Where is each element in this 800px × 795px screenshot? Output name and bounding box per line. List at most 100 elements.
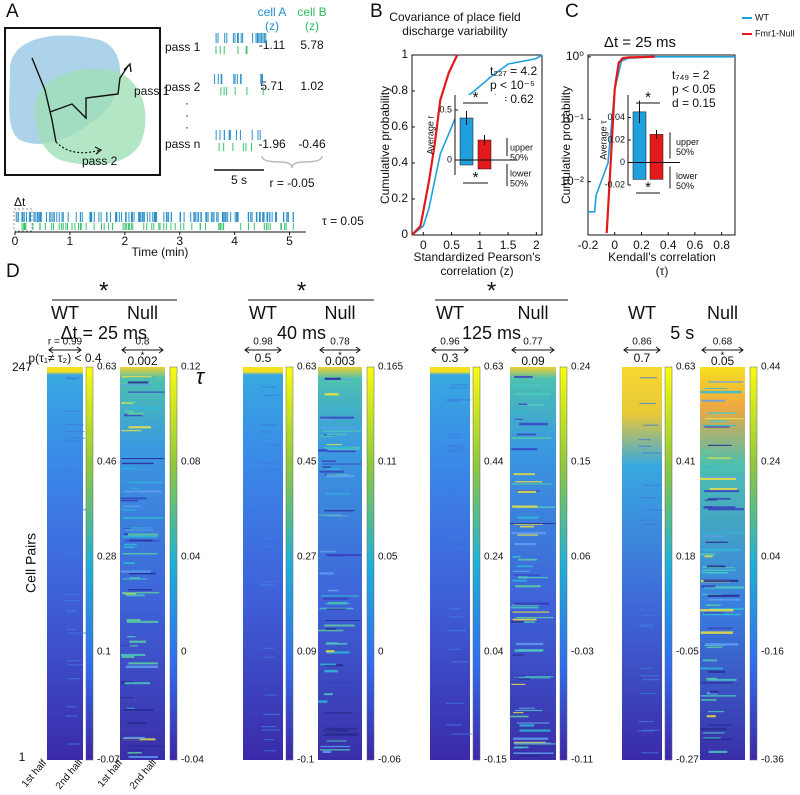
heatmap-row: [124, 401, 136, 404]
heatmap-row: [709, 690, 719, 694]
heatmap-row: [319, 435, 334, 437]
colorbar: [749, 366, 758, 761]
r-value: 0.78: [330, 337, 350, 348]
heatmap-row: [517, 534, 538, 536]
heatmap-row: [65, 377, 81, 379]
heatmap-row: [121, 430, 142, 432]
heatmap-row: [264, 750, 276, 752]
heatmap-row: [322, 750, 332, 754]
heatmap-row: [705, 417, 744, 420]
stat-text: t₂₂₇ = 4.2: [490, 64, 537, 78]
heatmap-row: [704, 466, 716, 469]
z-value: 5.71: [260, 79, 284, 93]
heatmap-row: [123, 384, 151, 386]
heatmap-row: [120, 697, 134, 699]
r-value: 0.96: [440, 337, 460, 348]
arrow-head: [431, 346, 469, 354]
colorbar-label: 0: [181, 647, 187, 658]
heatmap-row: [326, 515, 349, 517]
inset-annotation: 50%: [510, 178, 528, 188]
heatmap-row: [702, 613, 741, 616]
heatmap-row: [512, 618, 537, 621]
heatmap-row: [513, 602, 548, 605]
heatmap-row: [325, 603, 351, 605]
heatmap-row: [126, 745, 163, 747]
heatmap-row: [643, 579, 654, 581]
y-tick-label: -0.02: [604, 179, 625, 189]
heatmap-row: [513, 746, 529, 749]
sig-star: *: [645, 89, 651, 106]
heatmap-row: [324, 510, 355, 512]
stat-text: d = 0.15: [672, 96, 716, 110]
p-value: 0.09: [521, 354, 545, 368]
heatmap-row: [259, 462, 279, 464]
heatmap-row: [701, 548, 740, 551]
heatmap-row: [643, 424, 659, 426]
arrow-head: [623, 346, 661, 354]
genotype-label: Null: [127, 303, 158, 323]
ellipsis: ·: [185, 120, 189, 134]
p-value: 0.5: [255, 351, 272, 365]
heatmap-row: [451, 661, 469, 663]
cdf-line: [605, 55, 655, 234]
heatmap-row: [707, 572, 728, 575]
heatmap-row: [320, 419, 333, 421]
heatmap-row: [121, 462, 154, 465]
heatmap-row: [709, 420, 728, 423]
heatmap-row: [511, 384, 542, 387]
y-axis-label: Cumulative probability: [378, 86, 392, 204]
x-axis-label: Kendall's correlation: [608, 250, 716, 264]
panel-label: C: [565, 1, 579, 22]
heatmap-row: [638, 445, 652, 447]
heatmap-row: [446, 724, 462, 726]
arrow-head: [48, 346, 82, 354]
heatmap-row: [320, 550, 336, 553]
heatmap-row: [122, 527, 151, 529]
heatmap-row: [700, 728, 727, 731]
heatmap-row: [514, 375, 533, 378]
heatmap-row: [325, 712, 352, 714]
pass-label: pass 2: [82, 154, 118, 168]
heatmap-row: [260, 518, 277, 520]
heatmap-row: [513, 574, 540, 576]
heatmap-row: [319, 607, 354, 610]
cdf-line: [411, 54, 459, 236]
colorbar-label: 0.28: [97, 552, 117, 563]
arrow-head: [701, 346, 744, 354]
heatmap-row: [512, 674, 525, 677]
heatmap-row: [704, 586, 745, 589]
heatmap-row: [318, 700, 328, 703]
heatmap-row: [708, 750, 728, 753]
dt-label: Δt: [14, 195, 26, 209]
colorbar-label: -0.36: [761, 755, 784, 766]
heatmap-row: [511, 604, 540, 606]
heatmap-row: [701, 585, 716, 588]
heatmap-row: [709, 724, 732, 726]
heatmap-row: [129, 640, 146, 643]
heatmap-row: [703, 732, 725, 734]
heatmap-row: [700, 390, 742, 394]
y-tick-label: 10⁰: [566, 49, 584, 63]
dt-window: [13, 208, 33, 232]
heatmap-row: [515, 642, 544, 646]
heatmap-row: [261, 533, 282, 535]
heatmap-row: [701, 450, 714, 453]
axis-frame: [411, 54, 543, 236]
heatmap-row: [512, 555, 521, 558]
y-tick-label: 10⁻²: [560, 174, 584, 188]
heatmap-row: [64, 410, 80, 412]
heatmap: [243, 367, 283, 760]
heatmap-row: [700, 532, 745, 534]
row-label: pass 2: [165, 80, 201, 94]
heatmap-row: [127, 620, 159, 623]
colorbar-label: 0.04: [761, 552, 781, 563]
heatmap-row: [325, 554, 362, 556]
legend-label: WT: [755, 12, 769, 22]
inset-y-label: Average r: [425, 116, 435, 155]
heatmap-row: [446, 702, 465, 704]
colorbar-label: 0.63: [484, 362, 504, 373]
heatmap-row: [706, 677, 717, 680]
heatmap-row: [514, 743, 556, 745]
y-axis-label: Cumulative probability: [559, 86, 573, 204]
heatmap-row: [65, 430, 85, 433]
